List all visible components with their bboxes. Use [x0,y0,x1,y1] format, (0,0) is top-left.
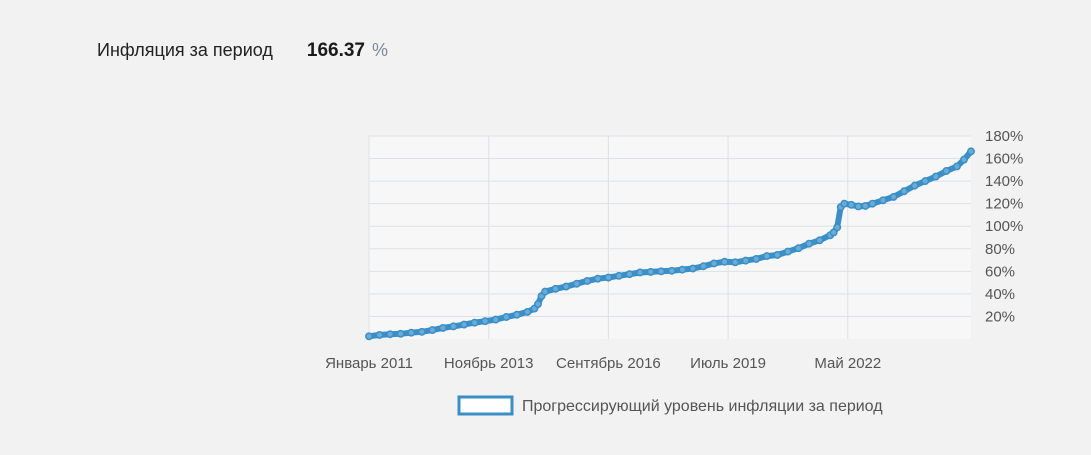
x-tick-label: Июль 2019 [690,355,766,372]
data-point[interactable] [762,252,771,261]
y-tick-label: 140% [985,173,1023,190]
data-point[interactable] [562,282,571,291]
data-point[interactable] [512,310,521,319]
data-point[interactable] [688,264,697,273]
data-point[interactable] [449,322,458,331]
data-point[interactable] [854,202,863,211]
data-point[interactable] [699,262,708,271]
data-point[interactable] [646,267,655,276]
data-point[interactable] [678,265,687,274]
inflation-summary: Инфляция за период 166.37 % [97,40,388,68]
inflation-summary-label: Инфляция за период [97,40,273,60]
data-point[interactable] [667,266,676,275]
data-point[interactable] [840,199,849,208]
data-point[interactable] [815,236,824,245]
data-point[interactable] [805,239,814,248]
x-tick-label: Январь 2011 [325,355,413,372]
data-point[interactable] [417,327,426,336]
data-point[interactable] [833,223,842,232]
data-point[interactable] [910,181,919,190]
y-tick-label: 120% [985,196,1023,213]
data-point[interactable] [460,320,469,329]
data-point[interactable] [470,318,479,327]
y-tick-label: 20% [985,308,1015,325]
data-point[interactable] [396,329,405,338]
data-point[interactable] [952,162,961,171]
x-tick-label: Сентябрь 2016 [556,355,661,372]
legend-swatch[interactable] [457,395,514,416]
data-point[interactable] [375,330,384,339]
data-point[interactable] [407,328,416,337]
x-tick-label: Ноябрь 2013 [444,355,534,372]
data-point[interactable] [491,315,500,324]
data-point[interactable] [861,201,870,210]
data-point[interactable] [625,270,634,279]
data-point[interactable] [829,228,838,237]
data-point[interactable] [847,200,856,209]
data-point[interactable] [615,271,623,280]
data-point[interactable] [921,177,930,186]
data-point[interactable] [967,147,975,156]
data-point[interactable] [942,167,951,175]
x-tick-label: Май 2022 [814,355,881,372]
plot-area [369,136,971,339]
y-tick-label: 40% [985,286,1015,303]
data-point[interactable] [365,332,373,341]
data-point[interactable] [710,259,718,268]
data-point[interactable] [593,274,602,283]
x-axis: Январь 2011 Ноябрь 2013 Сентябрь 2016 Июль … [325,355,881,372]
y-tick-label: 60% [985,263,1015,280]
inflation-summary-unit: % [372,40,389,60]
data-point[interactable] [604,273,613,282]
data-point[interactable] [481,317,490,326]
y-tick-label: 100% [985,218,1023,235]
data-point[interactable] [731,258,740,267]
data-point[interactable] [572,279,581,288]
chart-series [365,147,975,341]
data-point[interactable] [428,326,437,335]
data-point[interactable] [773,251,782,259]
chart-grid [368,135,971,339]
data-point[interactable] [438,323,447,332]
data-point[interactable] [879,196,887,205]
data-point[interactable] [889,192,898,201]
data-point[interactable] [752,254,761,263]
data-point[interactable] [386,330,395,339]
y-tick-label: 80% [985,241,1015,258]
data-point[interactable] [551,284,560,293]
data-point[interactable] [583,276,592,285]
y-tick-label: 160% [985,151,1023,168]
y-axis: 20% 40% 60% 80% 100% 120% 140% 160% 180% [985,128,1023,325]
data-point[interactable] [720,257,729,266]
data-point[interactable] [868,199,877,208]
y-tick-label: 180% [985,128,1023,145]
data-point[interactable] [502,313,511,321]
data-point[interactable] [541,287,549,296]
data-point[interactable] [931,172,940,181]
data-point[interactable] [900,187,909,196]
data-point[interactable] [783,247,792,256]
data-point[interactable] [794,244,803,253]
legend-label[interactable]: Прогрессирующий уровень инфляции за пери… [522,398,883,415]
data-point[interactable] [657,267,666,276]
chart-legend[interactable]: Прогрессирующий уровень инфляции за пери… [457,395,883,416]
data-point[interactable] [534,300,542,308]
data-point[interactable] [741,256,750,265]
data-point[interactable] [636,268,645,277]
inflation-summary-value: 166.37 [306,40,365,61]
data-point[interactable] [960,155,968,164]
data-point[interactable] [523,307,532,316]
